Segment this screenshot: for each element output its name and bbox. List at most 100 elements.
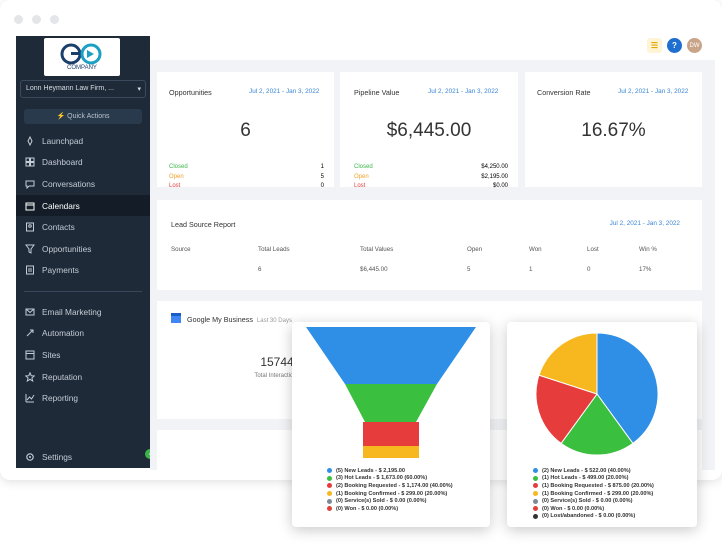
conversion-percentage: 16.67%	[581, 120, 646, 141]
legend-swatch	[533, 475, 538, 481]
pie-chart-card: (2) New Leads - $ 522.00 (40.00%) (1) Hot…	[507, 322, 697, 527]
card-title: Lead Source Report	[171, 220, 236, 229]
table-header-cell: Source	[171, 246, 191, 253]
table-header-cell: Won	[529, 246, 542, 253]
date-range-picker[interactable]: Jul 2, 2021 - Jan 3, 2022	[618, 88, 689, 95]
date-range-picker[interactable]: Jul 2, 2021 - Jan 3, 2022	[428, 88, 499, 95]
legend-swatch	[327, 498, 332, 504]
card-title: Google My Business Last 30 Days	[187, 315, 292, 324]
table-header-cell: Lost	[587, 246, 599, 253]
sidebar-item-launchpad[interactable]: Launchpad	[16, 130, 150, 152]
window-maximize-dot[interactable]	[50, 15, 59, 24]
legend-entry: (0) Won - $ 0.00 (0.00%)	[327, 505, 453, 513]
pie-slice-2[interactable]	[535, 374, 598, 445]
funnel-segment-booking-confirmed[interactable]	[363, 446, 419, 458]
row-label: Lost	[169, 183, 181, 189]
sidebar-item-label: Dashboard	[42, 157, 83, 168]
legend-label: (2) New Leads - $ 522.00 (40.00%)	[542, 467, 631, 474]
dashboard-icon	[25, 157, 35, 167]
sidebar-item-reputation[interactable]: Reputation	[16, 366, 150, 388]
pipeline-value-card: Pipeline Value Jul 2, 2021 - Jan 3, 2022…	[340, 72, 518, 189]
legend-label: (3) Hot Leads - $ 1,673.00 (60.00%)	[336, 475, 428, 482]
legend-swatch	[533, 506, 538, 512]
table-header-cell: Win %	[639, 246, 657, 253]
date-range-picker[interactable]: Jul 2, 2021 - Jan 3, 2022	[609, 220, 680, 227]
table-cell: 0	[587, 266, 591, 273]
sidebar-item-label: Contacts	[42, 222, 75, 233]
table-cell: 5	[467, 266, 471, 273]
opportunities-count: 6	[240, 120, 251, 141]
sidebar-item-payments[interactable]: Payments	[16, 260, 150, 282]
sidebar-item-settings[interactable]: Settings ‹	[16, 446, 155, 468]
window-minimize-dot[interactable]	[32, 15, 41, 24]
avatar-initials: DW	[689, 42, 700, 49]
sidebar-item-label: Calendars	[42, 200, 80, 211]
sidebar-item-label: Reputation	[42, 371, 83, 382]
row-label: Closed	[354, 164, 373, 170]
legend-entry: (5) New Leads - $ 2,195.00	[327, 467, 453, 475]
sidebar-item-label: Payments	[42, 265, 79, 276]
avatar[interactable]: DW	[687, 38, 702, 53]
pie-slice-0[interactable]	[596, 332, 659, 445]
funnel-segment-new-leads[interactable]	[306, 327, 476, 384]
sidebar-nav-bottom: Email Marketing Automation Sites Reputation…	[16, 301, 150, 409]
gmb-period: Last 30 Days	[256, 318, 292, 324]
sidebar-item-conversations[interactable]: Conversations	[16, 173, 150, 195]
card-title: Pipeline Value	[354, 88, 400, 97]
pie-slice-3[interactable]	[538, 332, 598, 395]
table-cell: 17%	[639, 266, 652, 273]
legend-label: (0) Won - $ 0.00 (0.00%)	[336, 505, 399, 512]
sites-icon	[25, 350, 35, 360]
sidebar-nav-top: Launchpad Dashboard Conversations Calendars…	[16, 130, 150, 302]
legend-label: (0) Service(s) Sold - $ 0.00 (0.00%)	[542, 498, 633, 505]
window-close-dot[interactable]	[14, 15, 23, 24]
funnel-chart-card: (5) New Leads - $ 2,195.00 (3) Hot Leads …	[292, 322, 490, 527]
legend-swatch	[327, 475, 332, 481]
lightning-icon: ⚡	[56, 113, 66, 120]
legend-swatch	[327, 491, 332, 497]
sidebar-item-opportunities[interactable]: Opportunities	[16, 238, 150, 260]
date-range-picker[interactable]: Jul 2, 2021 - Jan 3, 2022	[249, 88, 320, 95]
sidebar-item-sites[interactable]: Sites	[16, 344, 150, 366]
row-value: $0.00	[492, 183, 508, 189]
notification-icon[interactable]: ☰	[647, 38, 662, 53]
funnel-segment-booking-requested[interactable]	[363, 422, 419, 446]
legend-label: (0) Won - $ 0.00 (0.00%)	[542, 505, 605, 512]
quick-actions-label: Quick Actions	[67, 113, 110, 120]
opportunities-breakdown: Closed 1 Open 5 Lost 0	[169, 164, 324, 193]
row-closed: Closed 1	[169, 164, 324, 174]
card-title: Opportunities	[169, 88, 212, 97]
row-label: Open	[169, 173, 184, 180]
total-interactions-value: 15744	[260, 355, 294, 369]
account-name: Lonn Heymann Law Firm, ...	[26, 85, 114, 92]
gmb-title-text: Google My Business	[187, 315, 253, 324]
row-value: 1	[320, 164, 324, 170]
legend-entry: (0) Lost/abandoned - $ 0.00 (0.00%)	[533, 513, 654, 521]
account-switcher[interactable]: Lonn Heymann Law Firm, ... ▾	[20, 80, 146, 98]
sidebar-item-dashboard[interactable]: Dashboard	[16, 152, 150, 174]
sidebar-item-contacts[interactable]: Contacts	[16, 216, 150, 238]
sidebar-item-label: Reporting	[42, 393, 78, 404]
funnel-icon	[25, 244, 35, 254]
card-title: Conversion Rate	[537, 88, 591, 97]
pie-slice-1[interactable]	[560, 393, 634, 456]
sidebar: COMPANY Lonn Heymann Law Firm, ... ▾ ⚡ Q…	[16, 36, 155, 468]
logo-company-text: COMPANY	[67, 65, 97, 71]
legend-swatch	[327, 468, 332, 474]
payments-icon	[25, 265, 35, 275]
sidebar-item-reporting[interactable]: Reporting	[16, 387, 150, 409]
lead-source-report-card: Lead Source Report Jul 2, 2021 - Jan 3, …	[157, 200, 702, 290]
quick-actions-button[interactable]: ⚡ Quick Actions	[24, 109, 142, 124]
funnel-segment-hot-leads[interactable]	[345, 384, 437, 422]
sidebar-item-calendars[interactable]: Calendars	[16, 194, 150, 217]
row-lost: Lost 0	[169, 183, 324, 193]
help-button[interactable]: ?	[667, 38, 682, 53]
sidebar-item-email-marketing[interactable]: Email Marketing	[16, 301, 150, 323]
legend-label: (2) Booking Requested - $ 1,174.00 (40.0…	[336, 482, 453, 489]
sidebar-settings: Settings ‹	[16, 446, 155, 468]
sidebar-item-label: Conversations	[42, 178, 96, 189]
sidebar-item-automation[interactable]: Automation	[16, 323, 150, 345]
legend-label: (1) Booking Requested - $ 875.00 (20.00%…	[542, 482, 654, 489]
conversion-rate-card: Conversion Rate Jul 2, 2021 - Jan 3, 202…	[525, 72, 702, 187]
company-logo[interactable]: COMPANY	[44, 38, 120, 76]
